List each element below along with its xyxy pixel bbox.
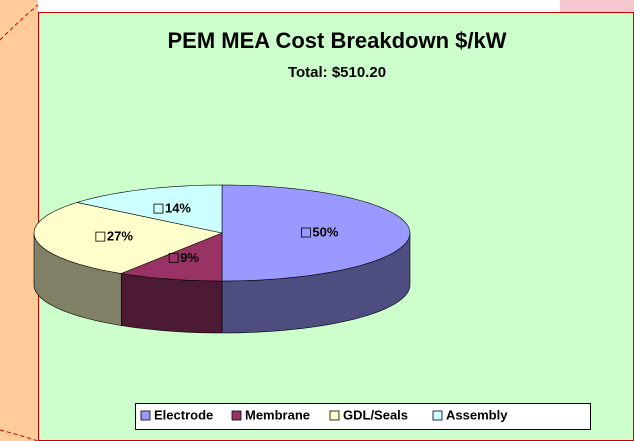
value-label: 50% — [312, 224, 338, 239]
value-label: 9% — [180, 250, 199, 265]
legend-swatch — [231, 410, 242, 421]
legend-swatch — [432, 410, 443, 421]
legend-box — [135, 403, 591, 430]
chart-title: PEM MEA Cost Breakdown $/kW — [167, 28, 506, 53]
value-label: 14% — [165, 201, 191, 216]
label-key — [300, 227, 311, 238]
legend-label: Assembly — [446, 407, 508, 422]
slice — [77, 184, 223, 234]
value-label: 27% — [107, 229, 133, 244]
label-key — [95, 231, 106, 242]
slice — [120, 232, 223, 282]
top-strip — [38, 0, 634, 12]
legend-label: Electrode — [154, 407, 213, 422]
legend-swatch — [329, 410, 340, 421]
slice-side — [120, 273, 223, 334]
top-right-strip — [560, 0, 634, 12]
label-key — [168, 252, 179, 263]
chart-subtitle: Total: $510.20 — [288, 64, 386, 81]
label-key — [153, 203, 164, 214]
legend-label: GDL/Seals — [343, 407, 408, 422]
slice — [221, 184, 411, 282]
legend-label: Membrane — [245, 407, 310, 422]
slice — [33, 202, 224, 274]
decor-curve — [0, 4, 39, 441]
legend-swatch — [140, 410, 151, 421]
